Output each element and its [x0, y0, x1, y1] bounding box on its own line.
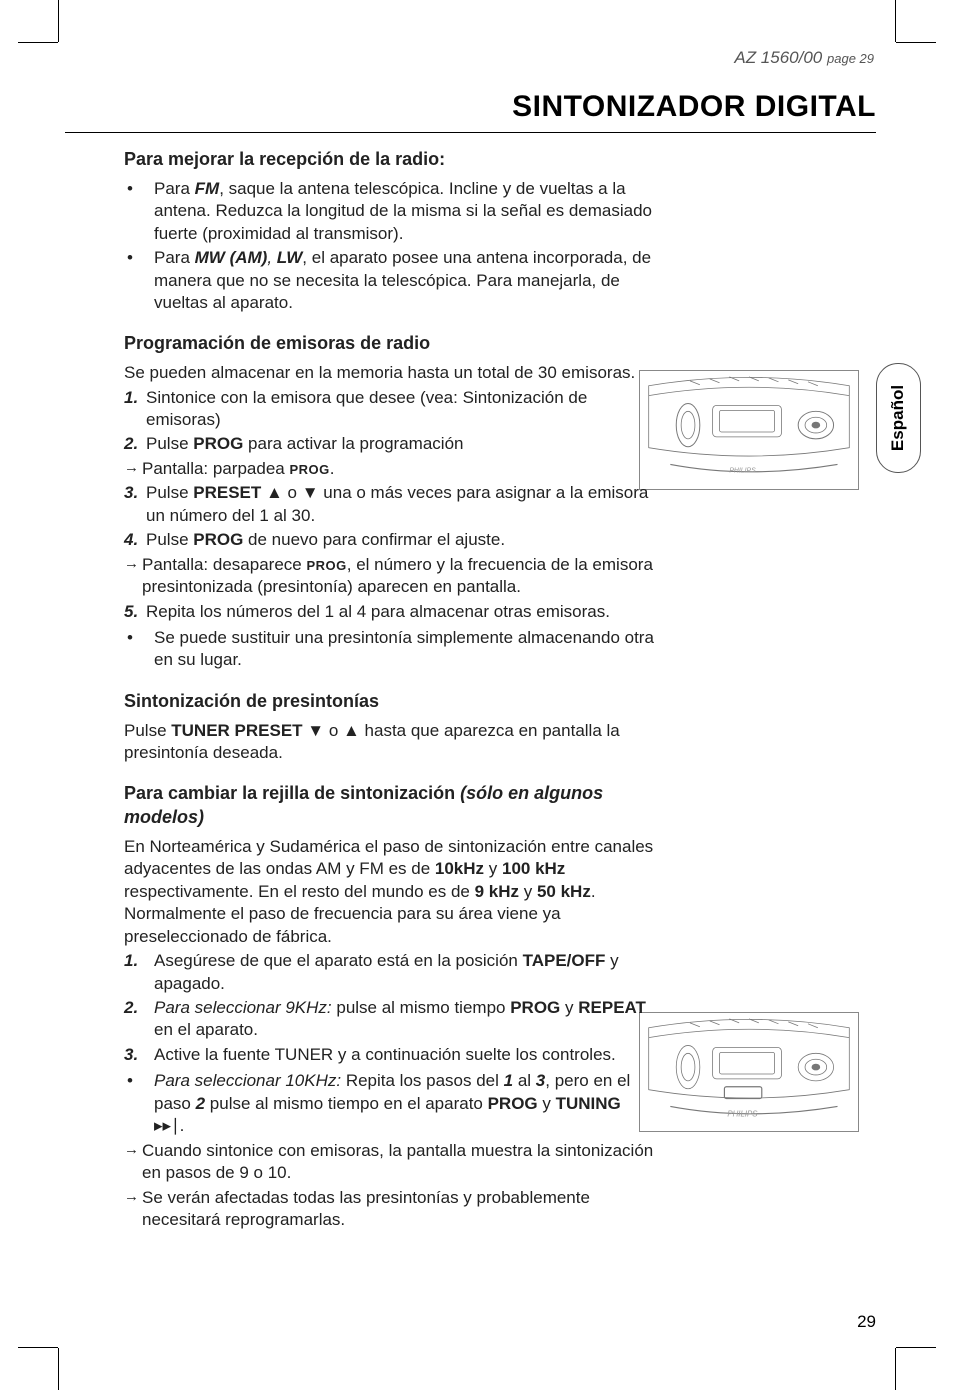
body-content: Para mejorar la recepción de la radio: P… [124, 148, 654, 1233]
crop-mark [895, 0, 896, 42]
step-1: 1.Asegúrese de que el aparato está en la… [124, 950, 654, 995]
crop-mark [18, 1347, 58, 1348]
step-5: 5.Repita los números del 1 al 4 para alm… [124, 601, 654, 623]
result-arrow: Pantalla: desaparece PROG, el número y l… [124, 554, 654, 599]
list-item: Se puede sustituir una presintonía simpl… [124, 627, 654, 672]
device-illustration-2: PHILIPS [639, 1012, 859, 1132]
svg-text:PHILIPS: PHILIPS [727, 1109, 758, 1118]
crop-mark [896, 1347, 936, 1348]
crop-mark [58, 1348, 59, 1390]
header-model: AZ 1560/00 page 29 [734, 48, 874, 68]
device-illustration-1: PHILIPS [639, 370, 859, 490]
step-3: 3.Active la fuente TUNER y a continuació… [124, 1044, 654, 1066]
svg-text:PHILIPS: PHILIPS [729, 467, 756, 474]
heading-tuning-presets: Sintonización de presintonías [124, 690, 654, 714]
crop-mark [895, 1348, 896, 1390]
header-page-label: page 29 [827, 51, 874, 66]
language-tab: Español [876, 363, 921, 473]
intro-text: Se pueden almacenar en la memoria hasta … [124, 362, 654, 384]
grid-intro: En Norteamérica y Sudamérica el paso de … [124, 836, 654, 948]
list-item: Para seleccionar 10KHz: Repita los pasos… [124, 1070, 654, 1137]
step-3: 3.Pulse PRESET ▲ o ▼ una o más veces par… [124, 482, 654, 527]
note-list: Para seleccionar 10KHz: Repita los pasos… [124, 1070, 654, 1137]
crop-mark [896, 42, 936, 43]
language-label: Español [889, 385, 909, 451]
list-item: Para MW (AM), LW, el aparato posee una a… [124, 247, 654, 314]
heading-programming: Programación de emisoras de radio [124, 332, 654, 356]
result-arrow: Pantalla: parpadea PROG. [124, 458, 654, 480]
heading-reception: Para mejorar la recepción de la radio: [124, 148, 654, 172]
crop-mark [18, 42, 58, 43]
step-2: 2.Para seleccionar 9KHz: pulse al mismo … [124, 997, 654, 1042]
section-title: SINTONIZADOR DIGITAL [512, 90, 876, 124]
note-list: Se puede sustituir una presintonía simpl… [124, 627, 654, 672]
preset-text: Pulse TUNER PRESET ▼ o ▲ hasta que apare… [124, 720, 654, 765]
step-2: 2.Pulse PROG para activar la programació… [124, 433, 654, 455]
model-number: AZ 1560/00 [734, 48, 822, 67]
result-arrow: Se verán afectadas todas las presintonía… [124, 1187, 654, 1232]
crop-mark [58, 0, 59, 42]
page-number: 29 [857, 1312, 876, 1332]
reception-list: Para FM, saque la antena telescópica. In… [124, 178, 654, 315]
step-1: 1.Sintonice con la emisora que desee (ve… [124, 387, 654, 432]
heading-tuning-grid: Para cambiar la rejilla de sintonización… [124, 782, 654, 830]
list-item: Para FM, saque la antena telescópica. In… [124, 178, 654, 245]
header-rule [65, 132, 876, 133]
step-4: 4.Pulse PROG de nuevo para confirmar el … [124, 529, 654, 551]
result-arrow: Cuando sintonice con emisoras, la pantal… [124, 1140, 654, 1185]
